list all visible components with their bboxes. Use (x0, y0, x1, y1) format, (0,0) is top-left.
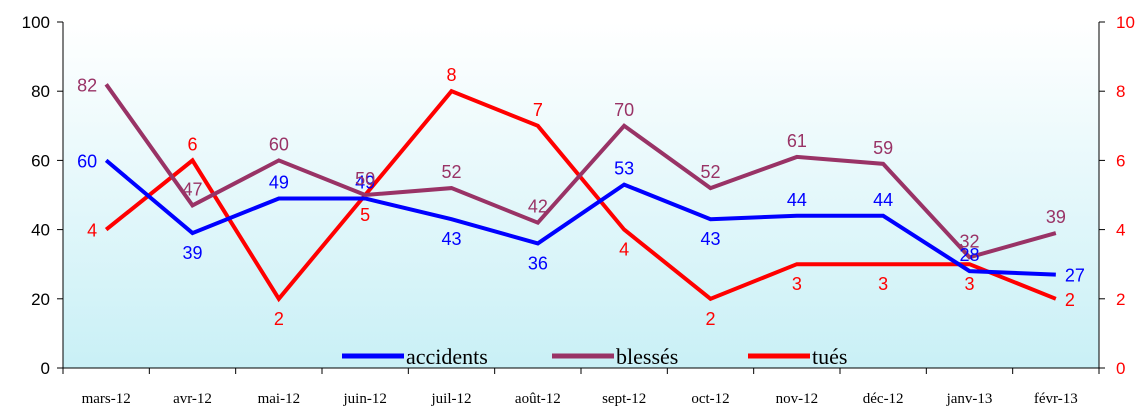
series-line-blessés (104, 83, 1057, 260)
x-tick-label: sept-12 (602, 391, 646, 407)
data-label-accidents: 53 (614, 159, 634, 179)
y-left-tick-label: 0 (41, 359, 50, 378)
x-tick-label: déc-12 (863, 391, 904, 407)
data-label-tués: 4 (87, 221, 97, 241)
data-label-accidents: 27 (1065, 266, 1085, 286)
data-label-accidents: 36 (528, 253, 548, 273)
data-label-accidents: 44 (873, 190, 893, 210)
data-label-tués: 2 (1065, 290, 1075, 310)
y-right-tick-label: 2 (1116, 290, 1125, 309)
series-line-tués (104, 88, 1057, 303)
data-label-tués: 2 (274, 309, 284, 329)
y-right-tick-label: 8 (1116, 82, 1125, 101)
data-label-tués: 3 (792, 274, 802, 294)
data-label-accidents: 39 (182, 243, 202, 263)
data-label-blessés: 60 (269, 134, 289, 154)
data-label-accidents: 49 (355, 172, 375, 192)
y-left-tick-label: 100 (22, 13, 50, 32)
x-tick-label: juin-12 (342, 391, 386, 407)
data-label-tués: 8 (446, 65, 456, 85)
series-line-accidents (104, 158, 1056, 277)
legend-label-tués: tués (812, 344, 847, 369)
x-tick-label: févr-13 (1034, 391, 1078, 407)
data-label-blessés: 39 (1046, 207, 1066, 227)
y-right-tick-label: 0 (1116, 359, 1125, 378)
data-label-tués: 2 (705, 309, 715, 329)
data-label-tués: 7 (533, 100, 543, 120)
x-tick-label: janv-13 (946, 391, 993, 407)
data-label-blessés: 42 (528, 197, 548, 217)
data-label-blessés: 52 (441, 162, 461, 182)
x-tick-label: mars-12 (82, 391, 131, 407)
y-left-tick-label: 60 (31, 151, 50, 170)
y-right-tick-label: 4 (1116, 221, 1125, 240)
legend: accidents blessés tués (342, 344, 847, 369)
x-tick-label: oct-12 (691, 391, 729, 407)
data-label-tués: 4 (619, 240, 629, 260)
data-label-accidents: 49 (269, 172, 289, 192)
data-label-blessés: 82 (77, 75, 97, 95)
data-label-tués: 3 (878, 274, 888, 294)
data-label-blessés: 47 (182, 179, 202, 199)
data-label-blessés: 61 (787, 131, 807, 151)
x-tick-label: nov-12 (776, 391, 819, 407)
y-left-tick-label: 40 (31, 221, 50, 240)
legend-label-blessés: blessés (616, 344, 678, 369)
y-right-tick-label: 6 (1116, 151, 1125, 170)
data-label-accidents: 28 (959, 245, 979, 265)
data-label-tués: 3 (964, 274, 974, 294)
data-label-accidents: 43 (441, 229, 461, 249)
x-tick-label: avr-12 (173, 391, 212, 407)
data-label-accidents: 43 (700, 229, 720, 249)
y-left-tick-label: 20 (31, 290, 50, 309)
data-label-accidents: 44 (787, 190, 807, 210)
x-tick-label: juil-12 (431, 391, 472, 407)
data-label-blessés: 50 (355, 169, 375, 189)
data-label-accidents: 60 (77, 151, 97, 171)
data-label-blessés: 32 (959, 231, 979, 251)
data-label-blessés: 70 (614, 100, 634, 120)
plot-area (63, 22, 1099, 368)
data-label-blessés: 52 (700, 162, 720, 182)
y-right-tick-label: 10 (1116, 13, 1135, 32)
legend-label-accidents: accidents (406, 344, 488, 369)
x-tick-label: mai-12 (258, 391, 301, 407)
data-label-blessés: 59 (873, 138, 893, 158)
x-tick-label: août-12 (515, 391, 561, 407)
data-label-tués: 5 (360, 205, 370, 225)
data-label-tués: 6 (187, 134, 197, 154)
y-left-tick-label: 80 (31, 82, 50, 101)
